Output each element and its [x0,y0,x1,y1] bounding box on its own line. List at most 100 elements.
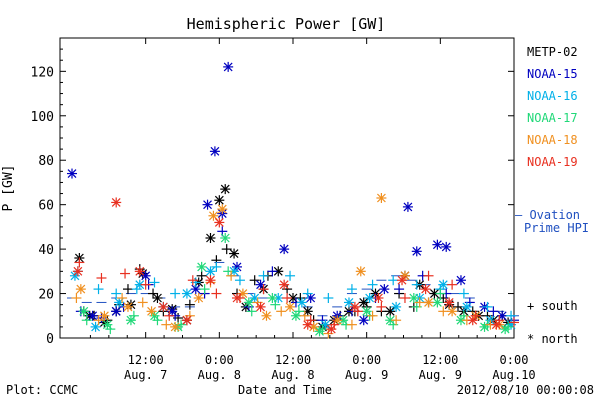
north-marker [385,306,396,317]
north-marker [423,297,434,308]
north-marker [432,239,443,250]
ovation-legend-label-2: Prime HPI [524,221,589,235]
north-marker [220,184,231,195]
north-marker [87,310,98,321]
south-marker [438,306,449,317]
north-marker [72,266,83,277]
north-marker [214,217,225,228]
south-marker [149,277,160,288]
south-marker [117,293,128,303]
north-marker [75,284,86,295]
north-marker [432,297,443,308]
south-marker [258,284,269,295]
south-marker [184,299,195,310]
legend-entry: NOAA-19 [527,155,578,169]
south-marker [96,273,107,283]
south-marker [74,257,85,268]
south-marker-legend: + south [527,299,578,313]
north-marker [232,293,243,303]
north-marker [181,288,192,299]
north-marker [223,61,234,72]
x-tick-label-time: 12:00 [275,353,311,367]
x-tick-label-date: Aug. 8 [198,368,241,382]
north-marker [326,324,337,335]
south-marker [211,288,222,299]
south-marker [81,315,92,326]
north-marker [209,146,220,157]
north-marker [78,306,89,317]
north-marker [261,310,272,321]
x-tick-label-time: 12:00 [128,353,164,367]
south-marker [394,284,405,295]
north-marker [420,284,431,295]
legend: METP-02 NOAA-15 NOAA-16 NOAA-17 NOAA-18 NOAA-… [527,45,578,169]
north-marker [467,315,478,326]
south-marker [226,270,237,281]
north-marker [202,199,213,210]
north-marker [205,275,216,286]
north-marker [438,279,449,290]
north-marker [411,246,422,257]
y-tick-label: 120 [31,65,54,80]
south-marker [137,297,148,308]
north-marker [358,297,369,308]
south-marker [506,310,517,321]
south-marker [246,306,257,317]
x-tick-label-date: Aug. 9 [345,368,388,382]
north-marker [140,270,151,281]
north-marker [122,301,133,312]
south-marker [258,270,269,281]
south-marker [346,319,357,330]
north-marker [461,301,472,312]
north-marker [397,275,408,286]
north-marker [193,293,204,303]
north-marker [158,301,169,312]
north-marker [205,233,216,243]
north-marker [196,261,207,272]
south-marker [211,261,222,272]
north-marker [220,233,231,243]
north-marker [217,204,228,215]
south-marker [122,284,133,295]
north-marker [111,197,122,208]
north-marker [444,297,455,308]
north-marker [296,297,307,308]
north-marker [111,306,122,317]
south-marker [447,279,458,290]
plot-frame [59,37,515,339]
north-marker [279,279,290,290]
north-marker [500,324,511,335]
south-marker [299,310,310,321]
north-marker-legend: * north [527,332,578,346]
north-marker [273,266,284,277]
south-marker [458,288,469,299]
south-marker [234,275,245,286]
south-marker [388,275,399,286]
south-marker [346,284,357,295]
north-marker [288,293,298,303]
south-marker [282,293,293,303]
y-tick-label: 20 [38,288,54,303]
north-marker [243,297,254,308]
x-tick-label-time: 0:00 [352,353,381,367]
north-marker [373,293,384,303]
south-marker [140,279,151,290]
north-marker [349,301,360,312]
x-axis-label: Date and Time [238,383,332,397]
north-marker [361,306,372,317]
south-marker [267,266,278,277]
south-marker [221,244,232,255]
south-marker [302,288,313,299]
north-marker [491,319,502,330]
south-marker [453,301,464,312]
south-marker [367,310,378,321]
plot-credit: Plot: CCMC [6,383,78,397]
north-marker [67,168,77,179]
south-marker [276,306,287,317]
south-marker [249,275,260,286]
x-tick-label-date: Aug. 8 [271,368,314,382]
chart-title: Hemispheric Power [GW] [187,15,386,33]
north-marker [125,315,136,326]
south-marker [423,270,434,281]
